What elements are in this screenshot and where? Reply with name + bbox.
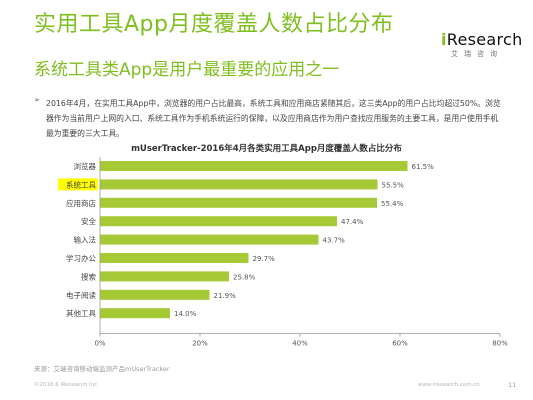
data-label: 21.9% — [214, 292, 237, 300]
bar-chart: 浏览器 61.5% 系统工具 55.5% 应用商店 55.4% 安全 47.4% 输入法 43.7… — [58, 157, 508, 348]
page-subtitle: 系统工具类App是用户最重要的应用之一 — [34, 60, 340, 80]
category-label: 应用商店 — [66, 198, 96, 208]
bar — [100, 234, 319, 245]
category-label: 系统工具 — [66, 179, 96, 189]
chart-title: mUserTracker-2016年4月各类实用工具App月度覆盖人数占比分布 — [131, 144, 402, 154]
category-label: 其他工具 — [66, 308, 96, 318]
summary-text: 2016年4月，在实用工具App中，浏览器的用户占比最高，系统工具和应用商店紧随… — [46, 99, 501, 138]
category-label: 搜索 — [81, 271, 96, 281]
page-number: 11 — [508, 381, 517, 389]
data-label: 55.4% — [381, 200, 404, 208]
category-label: 输入法 — [74, 235, 97, 245]
category-label: 电子阅读 — [66, 290, 96, 300]
category-label: 学习办公 — [66, 253, 96, 263]
data-label: 55.5% — [382, 181, 405, 189]
x-tick-label: 20% — [192, 340, 208, 348]
data-label: 43.7% — [323, 237, 346, 245]
x-tick-label: 60% — [392, 340, 408, 348]
category-highlight — [58, 178, 98, 191]
x-tick-label: 80% — [492, 340, 508, 348]
data-label: 61.5% — [412, 163, 435, 171]
bar — [100, 216, 337, 227]
bar — [100, 308, 170, 319]
data-label: 25.8% — [233, 273, 256, 281]
logo-tagline: 艾瑞咨询 — [451, 50, 503, 58]
bar — [100, 271, 229, 282]
bar — [100, 289, 210, 300]
x-tick-label: 40% — [292, 340, 308, 348]
source-note: 来源：艾瑞咨询移动端监测产品mUserTracker — [34, 365, 170, 373]
copyright: ©2016.6 iResearch Inc. — [34, 382, 99, 388]
data-label: 14.0% — [174, 310, 197, 318]
category-label: 浏览器 — [74, 161, 97, 171]
bullet-arrow-icon: ➢ — [34, 96, 40, 104]
logo-wordmark: iResearch — [441, 30, 523, 49]
bar — [100, 161, 408, 171]
data-label: 47.4% — [341, 218, 364, 226]
page-title: 实用工具App月度覆盖人数占比分布 — [34, 12, 394, 37]
data-label: 29.7% — [253, 255, 276, 263]
bar — [100, 197, 377, 208]
bar — [100, 179, 378, 190]
category-label: 安全 — [81, 216, 96, 226]
logo-prefix: i — [441, 30, 447, 49]
bar — [100, 253, 249, 263]
iresearch-logo: iResearch 艾瑞咨询 — [441, 30, 522, 60]
website-url: www.iresearch.com.cn — [418, 382, 480, 388]
logo-name: Research — [446, 30, 523, 49]
x-tick-label: 0% — [94, 340, 105, 348]
